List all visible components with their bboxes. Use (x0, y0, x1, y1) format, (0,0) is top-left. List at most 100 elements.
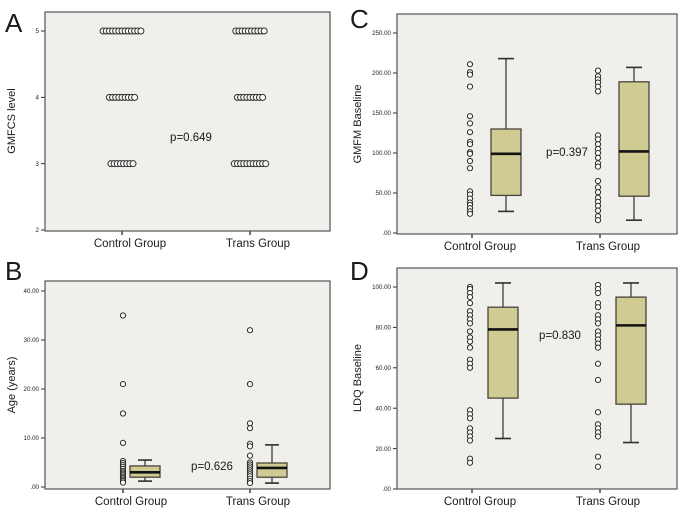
y-tick-label: 100.00 (372, 150, 391, 157)
data-point (466, 300, 474, 307)
data-point (466, 328, 474, 335)
data-point (466, 364, 474, 371)
category-label: Control Group (95, 496, 167, 508)
panel-d-ldq-baseline: 100.00 80.00 60.00 40.00 20.00 .00 Control Gro… (342, 256, 685, 513)
data-point (466, 459, 474, 466)
data-point (466, 338, 474, 345)
data-point (466, 344, 474, 351)
data-point (466, 113, 474, 120)
data-point (594, 453, 602, 460)
data-point (246, 452, 254, 459)
plot-frame (44, 11, 331, 232)
p-value-label: p=0.649 (170, 132, 212, 144)
data-point (594, 320, 602, 327)
data-point (466, 71, 474, 78)
y-tick-label: 40.00 (24, 288, 40, 295)
plot-frame (396, 13, 678, 235)
panel-letter: A (5, 8, 23, 38)
data-point (246, 327, 254, 334)
data-point (119, 381, 127, 388)
plot-background (45, 12, 330, 231)
data-point (594, 304, 602, 311)
category-label: Trans Group (576, 496, 640, 508)
data-point (594, 67, 602, 74)
data-point (466, 294, 474, 301)
y-tick-label: 50.00 (376, 190, 392, 197)
category-label: Control Group (444, 241, 516, 253)
p-value-label: p=0.626 (191, 461, 233, 473)
category-label: Trans Group (576, 241, 640, 253)
y-tick-label: 80.00 (376, 325, 392, 332)
plot-frame (44, 280, 331, 490)
data-point (131, 93, 139, 101)
y-tick-label: 200.00 (372, 70, 391, 77)
data-point (466, 415, 474, 422)
data-point (466, 320, 474, 327)
panel-C-chart: 250.00 200.00 150.00 100.00 50.00 .00 Control … (350, 4, 678, 253)
box (618, 81, 650, 197)
data-point (246, 425, 254, 432)
data-point (466, 165, 474, 172)
category-label: Control Group (444, 496, 516, 508)
y-tick-label: 10.00 (24, 435, 40, 442)
data-point (594, 154, 602, 161)
data-point (594, 433, 602, 440)
data-point (137, 27, 145, 35)
data-point (466, 437, 474, 444)
y-axis-title: GMFCS level (6, 88, 18, 153)
y-tick-label: 3 (36, 161, 40, 168)
y-axis-title: GMFM Baseline (352, 85, 364, 164)
data-point (594, 289, 602, 297)
y-tick-label: .00 (30, 484, 39, 491)
panel-b-age: 40.00 30.00 20.00 10.00 .00 Control Group Tran… (0, 256, 342, 513)
data-point (129, 160, 137, 168)
data-point (466, 83, 474, 90)
y-tick-label: 5 (36, 28, 40, 35)
y-tick-label: 100.00 (372, 284, 391, 291)
y-axis-title: LDQ Baseline (352, 344, 364, 412)
category-label: Trans Group (226, 238, 290, 250)
data-point (594, 207, 602, 214)
y-tick-label: .00 (382, 230, 391, 237)
data-point (246, 479, 254, 487)
data-point (119, 439, 127, 446)
data-point (594, 344, 602, 351)
data-point (246, 381, 254, 388)
data-point (466, 120, 474, 127)
panel-letter: D (350, 256, 369, 286)
data-point (466, 141, 474, 148)
panel-letter: B (5, 256, 22, 286)
panel-A-chart: 5 4 3 2 Control Group Trans Group p=0.649 GMFCS… (5, 8, 331, 250)
data-point (466, 129, 474, 136)
y-tick-label: 150.00 (372, 110, 391, 117)
panel-B-chart: 40.00 30.00 20.00 10.00 .00 Control Group Tran… (5, 256, 331, 508)
data-point (119, 479, 127, 486)
data-point (466, 157, 474, 165)
data-point (259, 93, 267, 101)
box (256, 462, 288, 478)
data-point (262, 160, 270, 168)
data-point (466, 210, 474, 217)
category-label: Control Group (94, 238, 166, 250)
panel-a-gmfcs-level: 5 4 3 2 Control Group Trans Group p=0.649 GMFCS… (0, 0, 342, 256)
y-tick-label: 20.00 (24, 386, 40, 393)
panel-c-gmfm-baseline: 250.00 200.00 150.00 100.00 50.00 .00 Control … (342, 0, 685, 256)
y-tick-label: 40.00 (376, 405, 392, 412)
data-point (594, 88, 602, 95)
panel-letter: C (350, 4, 369, 34)
data-point (466, 150, 474, 157)
box (490, 128, 522, 197)
y-tick-label: 30.00 (24, 337, 40, 344)
data-point (594, 163, 602, 170)
plot-background (45, 281, 330, 489)
data-point (594, 409, 602, 416)
y-axis-title: Age (years) (6, 357, 18, 414)
p-value-label: p=0.397 (546, 147, 588, 159)
data-point (119, 410, 127, 417)
plot-frame (396, 267, 678, 490)
data-point (119, 312, 127, 319)
data-point (466, 61, 474, 68)
y-tick-label: 4 (36, 95, 40, 102)
box (487, 306, 519, 399)
y-tick-label: .00 (382, 486, 391, 493)
